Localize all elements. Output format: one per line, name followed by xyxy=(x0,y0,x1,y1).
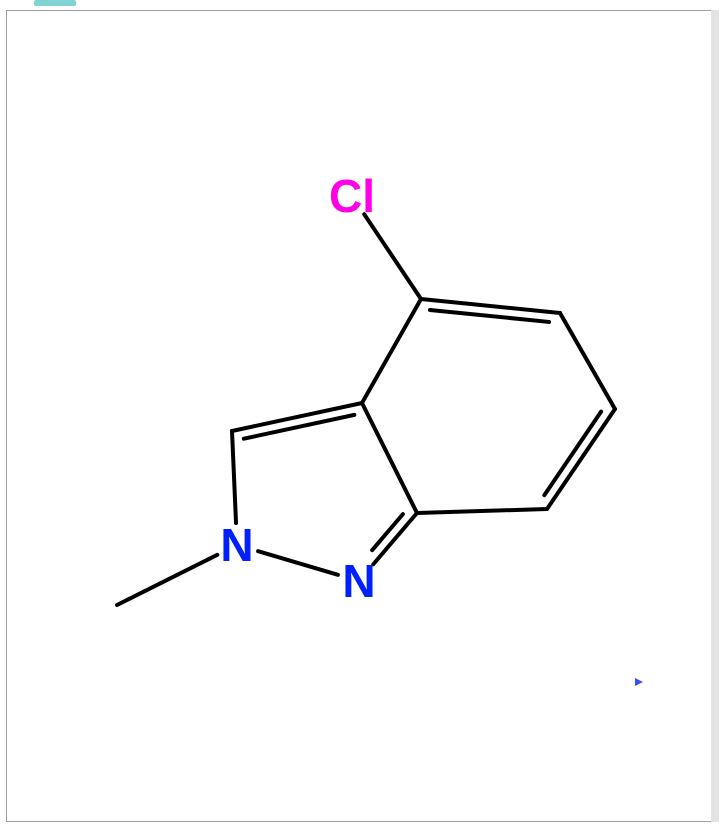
toolbar-chip xyxy=(34,0,76,6)
atom-label-cl: Cl xyxy=(329,170,375,222)
atom-label-n1: N xyxy=(342,555,375,607)
vertical-scrollbar[interactable] xyxy=(711,10,719,822)
molecule-diagram: Cl N N xyxy=(7,11,714,823)
drawing-canvas-frame: Cl N N xyxy=(6,10,713,822)
atom-label-n2: N xyxy=(220,519,253,571)
play-marker-icon xyxy=(635,678,643,686)
